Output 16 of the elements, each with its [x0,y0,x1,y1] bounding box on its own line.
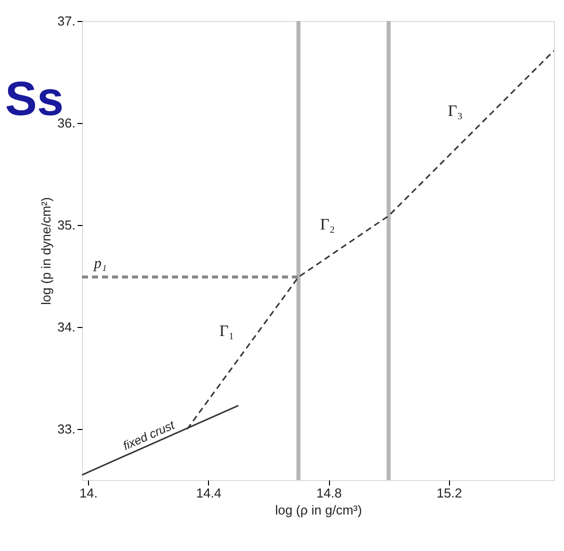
y-tick-label: 35. [57,218,76,232]
y-tick-label: 36. [57,116,76,130]
x-tick-label: 14.8 [316,486,342,500]
annotation: Γ₃ [448,103,463,120]
y-tick-label: 34. [57,320,76,334]
text: fixed crust [120,418,178,453]
annotation: Γ₂ [320,216,335,234]
x-tick-label: 15.2 [436,486,462,500]
x-axis-title: log (ρ in g/cm³) [275,502,362,518]
y-axis-title: log (p in dyne/cm²) [38,197,54,305]
y-tick-label: 37. [57,14,76,28]
y-tick-label: 33. [57,422,76,436]
x-tick-label: 14.4 [196,486,222,500]
annotation: Γ₁ [219,323,234,340]
series-label: p₁ [93,256,107,272]
x-tick-label: 14. [79,486,98,500]
